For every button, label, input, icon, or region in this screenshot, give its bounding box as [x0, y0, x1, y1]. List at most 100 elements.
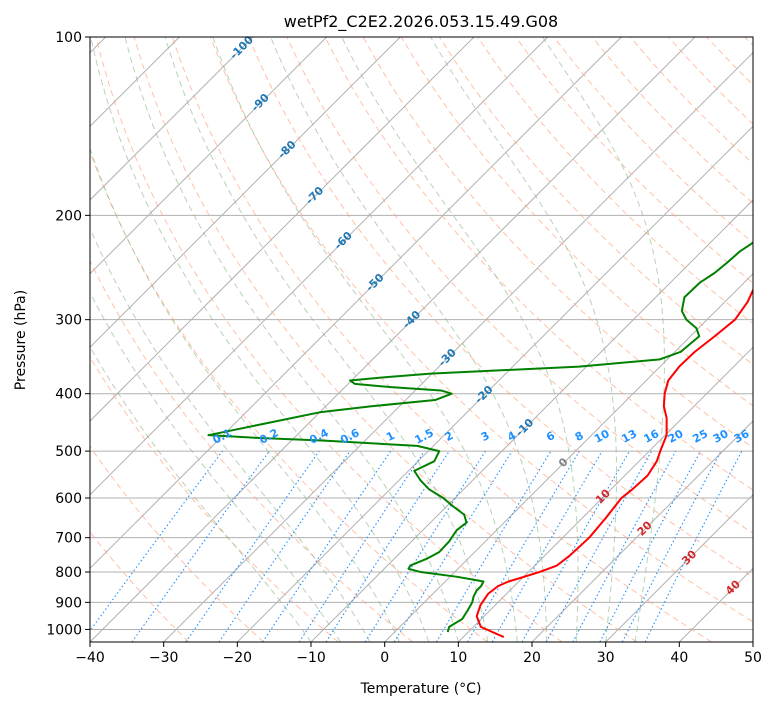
y-axis-ticks: 100 200 300 400 500 600 700 800 900 1000	[46, 30, 90, 638]
dry-adiabat-line	[744, 37, 753, 47]
mixing-ratio-line	[599, 450, 702, 642]
x-tick-label: 50	[744, 650, 762, 666]
mixing-ratio-label: 16	[642, 427, 662, 446]
moist-adiabat-line	[164, 37, 489, 642]
mixing-ratio-line	[521, 450, 630, 642]
dry-adiabat-line	[248, 37, 753, 578]
moist-adiabat-line	[270, 37, 548, 642]
isotherm-line	[90, 37, 328, 275]
x-tick-label: 30	[597, 650, 615, 666]
mixing-ratio-line	[545, 450, 653, 642]
isotherm-line	[310, 199, 753, 642]
isotherm-line	[384, 272, 753, 642]
moist-adiabat-line	[90, 227, 371, 642]
y-tick-label: 500	[55, 444, 82, 460]
dry-adiabat-line	[90, 150, 488, 642]
moist-adiabat-line	[430, 37, 618, 642]
mixing-ratio-label: 8	[573, 429, 586, 444]
mixing-ratio-label: 3	[479, 429, 492, 444]
isoline-labels: -100-90-80-70-60-50-40-30-20-10010203040…	[211, 33, 752, 598]
moist-adiabat-line	[90, 291, 341, 642]
dry-adiabat-line	[477, 37, 753, 325]
mixing-ratio-label: 20	[666, 427, 686, 446]
mixing-ratio-label: 0.6	[338, 426, 362, 447]
dry-adiabat-line	[706, 37, 753, 86]
y-tick-label: 800	[55, 565, 82, 581]
isotherm-label: 10	[593, 486, 613, 506]
mixing-ratio-line	[467, 450, 580, 642]
mixing-ratio-label: 0.4	[307, 426, 331, 447]
isotherm-line	[457, 346, 753, 642]
mixing-ratio-line	[572, 450, 677, 642]
mixing-ratio-label: 0.2	[257, 426, 280, 447]
moist-adiabat-line	[542, 37, 665, 642]
mixing-ratio-line	[644, 450, 743, 642]
y-tick-label: 900	[55, 595, 82, 611]
mixing-ratio-label: 0.1	[211, 426, 234, 447]
x-axis-label: Temperature (°C)	[360, 681, 482, 697]
mixing-ratio-line	[131, 450, 270, 642]
moist-adiabat-line	[212, 37, 518, 642]
mixing-ratio-label: 30	[711, 427, 731, 446]
x-tick-label: 40	[670, 650, 688, 666]
temperature-profile	[475, 287, 753, 638]
x-tick-label: 10	[449, 650, 467, 666]
y-tick-label: 100	[55, 30, 82, 46]
mixing-ratio-line	[364, 450, 486, 642]
x-tick-label: 0	[380, 650, 389, 666]
dry-adiabat-line	[210, 37, 753, 623]
y-tick-label: 400	[55, 387, 82, 403]
mixing-ratio-line	[325, 450, 450, 642]
dry-adiabat-line	[90, 259, 414, 642]
y-tick-label: 700	[55, 531, 82, 547]
plot-frame	[89, 36, 754, 643]
y-axis-label: Pressure (hPa)	[13, 290, 29, 390]
isotherm-line	[90, 37, 401, 349]
x-tick-label: −40	[75, 650, 105, 666]
sounding-profiles	[207, 241, 753, 638]
isotherm-line	[90, 37, 549, 496]
dry-adiabat-line	[515, 37, 753, 284]
isotherm-line	[605, 493, 753, 642]
x-tick-label: −30	[149, 650, 179, 666]
isotherm-line	[531, 420, 753, 642]
y-tick-label: 1000	[46, 622, 82, 638]
dry-adiabat-line	[668, 37, 753, 125]
dewpoint-profile	[207, 241, 753, 633]
mixing-ratio-label: 10	[592, 427, 612, 446]
x-tick-label: 20	[523, 650, 541, 666]
y-tick-label: 200	[55, 208, 82, 224]
dry-adiabat-line	[90, 445, 264, 642]
mixing-ratio-label: 13	[619, 427, 639, 446]
mixing-ratio-label: 25	[690, 427, 710, 446]
isotherm-line	[90, 37, 622, 570]
moist-adiabat-line	[90, 37, 430, 642]
moist-adiabat-line	[124, 37, 459, 642]
mixing-ratio-line	[218, 450, 351, 642]
moist-adiabat-line	[90, 345, 312, 642]
dry-adiabat-line	[324, 37, 753, 491]
mixing-ratio-line	[298, 450, 425, 642]
y-tick-label: 300	[55, 313, 82, 329]
x-axis-ticks: −40 −30 −20 −10 0 10 20 30 40 50	[75, 642, 762, 666]
dry-adiabat-line	[90, 356, 339, 642]
x-tick-label: −20	[223, 650, 253, 666]
background-lines	[90, 37, 753, 642]
dry-adiabat-line	[133, 37, 638, 642]
dry-adiabat-line	[95, 37, 563, 642]
isotherm-line	[90, 37, 475, 422]
isotherm-line	[236, 125, 753, 642]
dry-adiabat-line	[171, 37, 712, 642]
moist-adiabat-line	[341, 37, 579, 642]
moist-adiabat-line	[90, 147, 400, 642]
mixing-ratio-line	[393, 450, 513, 642]
isotherm-line	[90, 37, 696, 642]
mixing-ratio-label: 36	[732, 427, 752, 446]
isotherm-line	[90, 37, 254, 201]
isotherm-line	[163, 51, 753, 642]
mixing-ratio-line	[90, 450, 223, 632]
mixing-ratio-line	[262, 450, 392, 642]
x-tick-label: −10	[296, 650, 326, 666]
y-tick-label: 600	[55, 491, 82, 507]
